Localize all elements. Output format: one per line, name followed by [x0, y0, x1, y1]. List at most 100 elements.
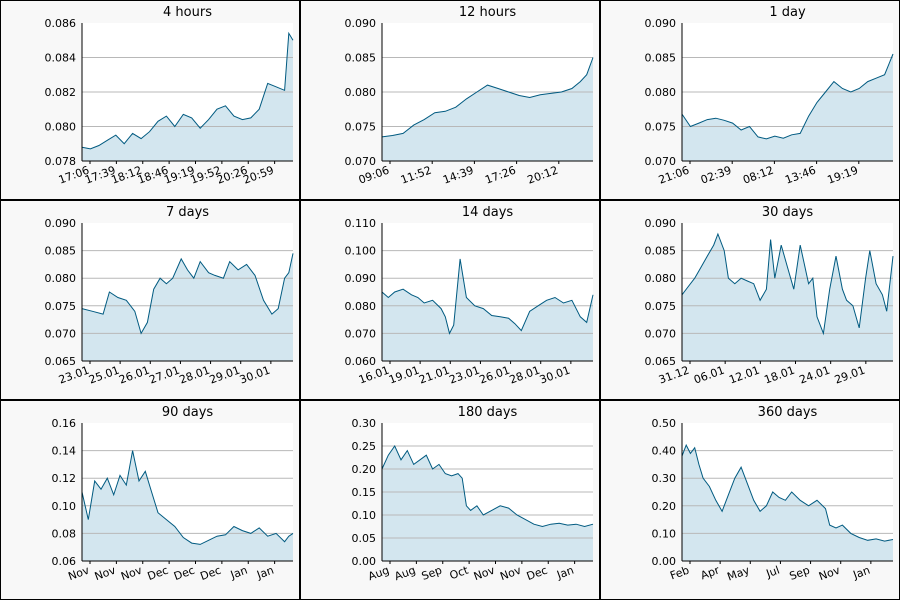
- x-tick-label: 28.01: [178, 364, 212, 387]
- y-tick-label: 0.08: [52, 527, 77, 540]
- y-tick-label: 0.12: [52, 472, 77, 485]
- x-tick-label: 30.01: [538, 364, 572, 387]
- y-tick-label: 0.060: [345, 355, 377, 368]
- x-tick-label: 27.01: [147, 364, 181, 387]
- series-area: [682, 234, 893, 361]
- x-tick-label: Dec: [172, 564, 196, 583]
- x-tick-label: Aug: [393, 564, 418, 584]
- y-tick-label: 0.075: [45, 300, 77, 313]
- series-area: [82, 33, 293, 161]
- x-tick-label: Jul: [764, 564, 782, 581]
- chart-panel-180-days: 0.00 0.05 0.10 0.15 0.20 0.25 0.30 Aug Aug Sep Oct…: [300, 400, 600, 600]
- y-tick-label: 0.065: [45, 355, 77, 368]
- x-tick-label: Jan: [851, 564, 872, 582]
- x-tick-label: 06.01: [692, 364, 726, 387]
- y-tick-label: 0.085: [345, 52, 377, 65]
- chart-svg: 0.0600.0700.0800.0900.1000.11016.0119.01…: [345, 205, 594, 387]
- x-tick-label: 12.01: [727, 364, 761, 387]
- series-area: [382, 57, 593, 161]
- y-tick-label: 0.080: [45, 121, 77, 134]
- x-tick-label: 19:19: [826, 164, 860, 187]
- y-tick-label: 0.06: [52, 555, 77, 568]
- y-tick-label: 0.00: [652, 555, 677, 568]
- x-tick-label: 08:12: [741, 164, 775, 187]
- x-tick-label: 25.01: [87, 364, 121, 387]
- y-tick-label: 0.14: [52, 445, 77, 458]
- chart-panel-1-day: 0.070 0.075 0.080 0.085 0.090 21:06 02:39 08:12…: [600, 0, 900, 200]
- y-tick-label: 0.00: [352, 555, 377, 568]
- x-tick-label: Jan: [254, 564, 275, 582]
- x-tick-label: 23.01: [447, 364, 481, 387]
- series-line: [681, 53, 894, 140]
- x-tick-label: Nov: [498, 563, 523, 583]
- chart-title: 7 days: [166, 205, 209, 220]
- x-tick-label: 11:52: [399, 164, 433, 187]
- x-tick-label: Nov: [817, 563, 842, 583]
- y-tick-label: 0.20: [352, 463, 377, 476]
- series-area: [82, 253, 293, 361]
- y-tick-label: 0.090: [645, 217, 677, 230]
- y-tick-label: 0.080: [645, 86, 677, 99]
- x-tick-label: 19.01: [387, 364, 421, 387]
- x-tick-label: Dec: [146, 564, 170, 583]
- series-line: [381, 444, 594, 528]
- series-line: [381, 258, 594, 335]
- chart-svg: 0.0650.0700.0750.0800.0850.09023.0125.01…: [45, 205, 294, 387]
- chart-title: 360 days: [758, 405, 818, 420]
- x-tick-label: 14:39: [441, 164, 475, 187]
- y-tick-label: 0.075: [645, 300, 677, 313]
- chart-panel-90-days: 0.06 0.08 0.10 0.12 0.14 0.16 Nov Nov Nov Dec Dec D…: [0, 400, 300, 600]
- y-tick-label: 0.080: [645, 272, 677, 285]
- y-tick-label: 0.100: [345, 245, 377, 258]
- x-tick-label: Dec: [198, 564, 222, 583]
- series-line: [81, 31, 294, 150]
- y-tick-label: 0.25: [352, 440, 377, 453]
- y-tick-label: 0.080: [345, 300, 377, 313]
- x-tick-label: 29.01: [208, 364, 242, 387]
- y-tick-label: 0.075: [345, 121, 377, 134]
- chart-title: 180 days: [458, 405, 518, 420]
- series-area: [682, 54, 893, 161]
- x-tick-label: Jan: [554, 564, 575, 582]
- x-tick-label: 29.01: [833, 364, 867, 387]
- y-tick-label: 0.085: [645, 245, 677, 258]
- chart-panel-360-days: 0.00 0.10 0.20 0.30 0.40 0.50 Feb Apr May Jul Sep N…: [600, 400, 900, 600]
- x-tick-label: 18.01: [762, 364, 796, 387]
- y-tick-label: 0.090: [345, 17, 377, 30]
- y-tick-label: 0.50: [652, 417, 677, 430]
- series-area: [382, 446, 593, 561]
- y-tick-label: 0.085: [45, 245, 77, 258]
- chart-panel-14-days: 0.060 0.070 0.080 0.090 0.100 0.110 16.01 19.01…: [300, 200, 600, 400]
- chart-title: 14 days: [462, 205, 514, 220]
- x-tick-label: May: [725, 563, 751, 583]
- chart-title: 4 hours: [163, 5, 212, 20]
- x-tick-label: Sep: [420, 564, 444, 583]
- y-tick-label: 0.075: [645, 121, 677, 134]
- chart-title: 90 days: [162, 405, 214, 420]
- series-line: [81, 253, 294, 335]
- x-tick-label: 28.01: [508, 364, 542, 387]
- x-tick-label: Nov: [119, 563, 144, 583]
- y-tick-label: 0.086: [45, 17, 77, 30]
- y-tick-label: 0.080: [45, 272, 77, 285]
- y-tick-label: 0.070: [45, 327, 77, 340]
- y-tick-label: 0.078: [45, 155, 77, 168]
- chart-title: 1 day: [769, 5, 806, 20]
- x-tick-label: Jan: [228, 564, 249, 582]
- y-tick-label: 0.070: [345, 155, 377, 168]
- y-tick-label: 0.070: [645, 327, 677, 340]
- x-tick-label: 26.01: [117, 364, 151, 387]
- y-tick-label: 0.070: [645, 155, 677, 168]
- x-tick-label: 13:46: [783, 164, 817, 187]
- x-tick-label: 20:12: [526, 164, 560, 187]
- x-tick-label: 24.01: [798, 364, 832, 387]
- y-tick-label: 0.110: [345, 217, 377, 230]
- y-tick-label: 0.070: [345, 327, 377, 340]
- x-tick-label: Feb: [668, 564, 691, 583]
- x-tick-label: Sep: [788, 564, 812, 583]
